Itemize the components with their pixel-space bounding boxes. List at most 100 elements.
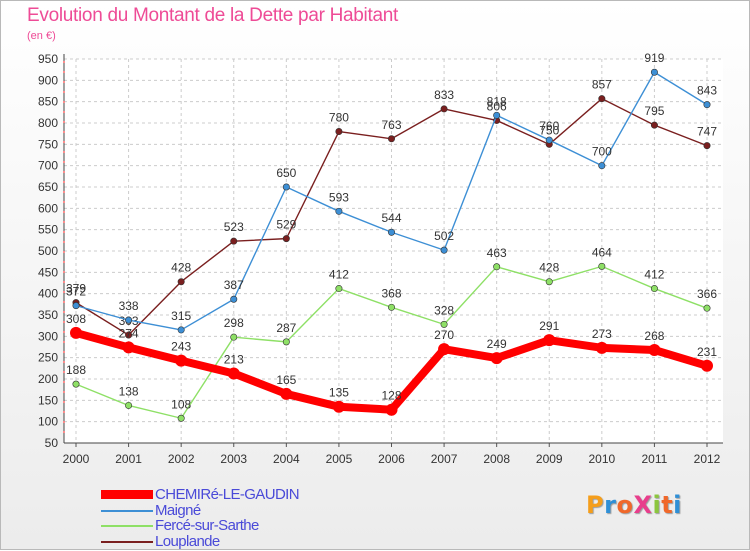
data-label: 315 xyxy=(171,309,191,323)
data-point xyxy=(493,111,501,119)
data-label: 291 xyxy=(539,319,559,333)
x-tick-label: 2004 xyxy=(273,452,300,466)
data-label: 372 xyxy=(66,285,86,299)
y-tick-label: 600 xyxy=(38,201,58,215)
x-tick-label: 2006 xyxy=(378,452,405,466)
data-label: 270 xyxy=(434,328,454,342)
data-label: 806 xyxy=(487,99,507,113)
legend-swatch xyxy=(101,490,153,499)
data-point xyxy=(282,235,290,243)
data-label: 464 xyxy=(592,245,612,259)
data-point xyxy=(490,352,503,365)
logo-letter: i xyxy=(673,491,682,519)
data-label: 328 xyxy=(434,303,454,317)
y-tick-label: 100 xyxy=(38,415,58,429)
data-point xyxy=(595,341,608,354)
x-tick-label: 2001 xyxy=(115,452,142,466)
data-label: 428 xyxy=(539,261,559,275)
data-label: 366 xyxy=(697,287,717,301)
data-point xyxy=(440,105,448,113)
legend-swatch xyxy=(101,540,153,543)
legend-label: Fercé-sur-Sarthe xyxy=(155,517,259,534)
x-tick-label: 2000 xyxy=(63,452,90,466)
series-group: 188 138 108 298 287 412 368 328 463 428 464 412 366 xyxy=(66,245,717,422)
data-label: 502 xyxy=(434,229,454,243)
data-point xyxy=(543,334,556,347)
y-tick-label: 900 xyxy=(38,73,58,87)
data-label: 412 xyxy=(329,268,349,282)
data-label: 135 xyxy=(329,386,349,400)
data-point xyxy=(385,403,398,416)
data-label: 268 xyxy=(644,329,664,343)
data-label: 412 xyxy=(644,268,664,282)
data-point xyxy=(650,121,658,129)
data-label: 760 xyxy=(539,119,559,133)
x-tick-label: 2012 xyxy=(694,452,721,466)
logo-letter: o xyxy=(616,491,634,519)
y-tick-label: 700 xyxy=(38,159,58,173)
series-group: 372 338 315 387 650 593 544 502 818 760 700 919 843 xyxy=(66,51,717,334)
x-tick-label: 2005 xyxy=(326,452,353,466)
data-label: 857 xyxy=(592,78,612,92)
data-point xyxy=(177,278,185,286)
data-point xyxy=(493,263,501,271)
chart-legend: CHEMIRé-LE-GAUDIN Maigné Fercé-sur-Sarth… xyxy=(101,486,361,550)
data-point xyxy=(230,333,238,341)
data-label: 231 xyxy=(697,345,717,359)
data-point xyxy=(598,95,606,103)
data-label: 128 xyxy=(381,389,401,403)
data-label: 213 xyxy=(224,352,244,366)
data-label: 795 xyxy=(644,104,664,118)
x-tick-label: 2008 xyxy=(483,452,510,466)
legend-label: CHEMIRé-LE-GAUDIN xyxy=(155,486,300,503)
chart-title: Evolution du Montant de la Dette par Hab… xyxy=(27,5,398,26)
data-point xyxy=(332,400,345,413)
legend-swatch xyxy=(101,525,153,527)
data-point xyxy=(280,387,293,400)
y-tick-label: 400 xyxy=(38,287,58,301)
data-point xyxy=(72,380,80,388)
logo-letter: t xyxy=(661,491,674,519)
data-point xyxy=(650,68,658,76)
x-tick-label: 2011 xyxy=(642,452,668,466)
data-point xyxy=(387,135,395,143)
data-point xyxy=(545,136,553,144)
data-label: 523 xyxy=(224,220,244,234)
data-label: 544 xyxy=(381,211,401,225)
data-point xyxy=(72,302,80,310)
y-tick-label: 450 xyxy=(38,265,58,279)
data-label: 368 xyxy=(381,286,401,300)
data-label: 843 xyxy=(697,84,717,98)
y-tick-label: 850 xyxy=(38,95,58,109)
data-label: 379 xyxy=(66,282,86,296)
data-label: 747 xyxy=(697,125,717,139)
y-tick-label: 550 xyxy=(38,223,58,237)
data-label: 249 xyxy=(487,337,507,351)
data-label: 338 xyxy=(119,299,139,313)
data-label: 138 xyxy=(119,384,139,398)
y-tick-label: 800 xyxy=(38,116,58,130)
legend-label: Maigné xyxy=(155,501,201,519)
data-point xyxy=(125,331,133,339)
x-tick-label: 2003 xyxy=(220,452,247,466)
data-point xyxy=(440,320,448,328)
y-tick-label: 350 xyxy=(38,308,58,322)
legend-item: Louplande xyxy=(101,533,361,550)
data-label: 818 xyxy=(487,94,507,108)
data-point xyxy=(230,237,238,245)
series-group: 379303428523529780763833806750857795747 xyxy=(66,78,717,339)
data-point xyxy=(335,207,343,215)
y-tick-label: 300 xyxy=(38,329,58,343)
data-point xyxy=(282,338,290,346)
x-tick-label: 2007 xyxy=(431,452,458,466)
data-point xyxy=(122,341,135,354)
data-point xyxy=(703,142,711,150)
data-label: 287 xyxy=(276,321,296,335)
data-point xyxy=(648,343,661,356)
data-point xyxy=(335,285,343,293)
data-point xyxy=(598,162,606,170)
data-label: 919 xyxy=(644,51,664,65)
proxiti-logo: ProXiti xyxy=(586,491,682,519)
data-point xyxy=(175,354,188,367)
